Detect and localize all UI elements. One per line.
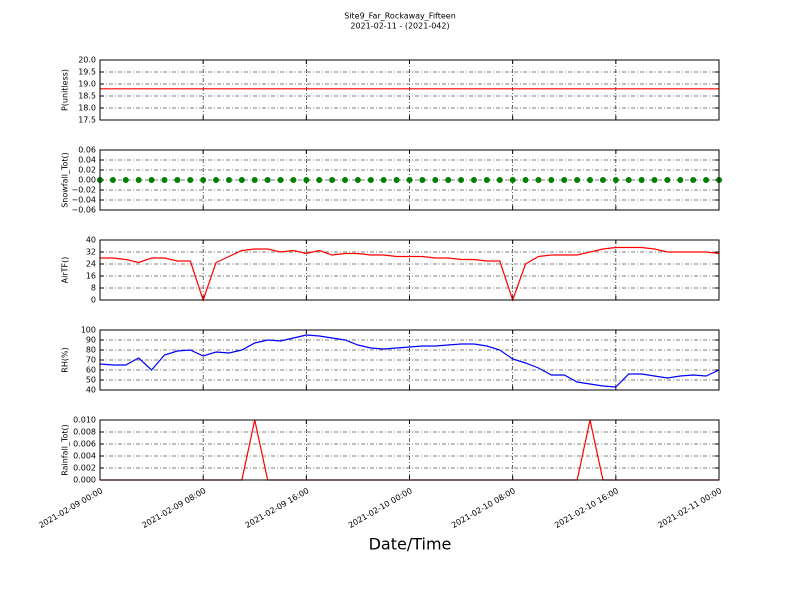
data-point — [509, 177, 516, 183]
y-tick-label: 100 — [81, 326, 96, 335]
y-tick-label: 19.5 — [78, 68, 96, 77]
y-tick-label: −0.02 — [71, 186, 96, 195]
y-tick-label: 17.5 — [78, 116, 96, 125]
data-point — [677, 177, 684, 183]
x-axis-label: Date/Time — [369, 535, 452, 554]
data-point — [316, 177, 323, 183]
y-tick-label: 24 — [86, 260, 96, 269]
y-tick-label: 16 — [86, 272, 96, 281]
data-point — [277, 177, 284, 183]
y-tick-label: 50 — [86, 376, 96, 385]
data-point — [393, 177, 400, 183]
plot-frame — [99, 419, 720, 481]
data-point — [342, 177, 349, 183]
data-line — [99, 334, 720, 388]
data-point — [432, 177, 439, 183]
data-point — [548, 177, 555, 183]
data-point — [612, 177, 619, 183]
y-tick-label: 0 — [91, 296, 96, 305]
data-point — [122, 177, 129, 183]
data-point — [161, 177, 168, 183]
y-tick-label: 0.02 — [78, 166, 96, 175]
y-tick-label: 60 — [86, 366, 96, 375]
y-tick-label: −0.04 — [71, 196, 96, 205]
data-point — [148, 177, 155, 183]
data-point — [251, 177, 258, 183]
data-point — [625, 177, 632, 183]
data-point — [225, 177, 232, 183]
y-axis-label: RH(%) — [61, 347, 70, 372]
data-point — [367, 177, 374, 183]
y-tick-label: 0.00 — [78, 176, 96, 185]
data-point — [290, 177, 297, 183]
y-tick-label: 8 — [91, 284, 96, 293]
y-tick-label: 80 — [86, 346, 96, 355]
data-point — [587, 177, 594, 183]
data-point — [354, 177, 361, 183]
y-tick-label: 18.5 — [78, 92, 96, 101]
data-point — [651, 177, 658, 183]
chart-subtitle: 2021-02-11 - (2021-042) — [350, 22, 449, 31]
y-tick-label: 18.0 — [78, 104, 96, 113]
y-tick-label: 0.04 — [78, 156, 96, 165]
plot-frame — [99, 59, 720, 121]
data-point — [690, 177, 697, 183]
data-point — [535, 177, 542, 183]
data-point — [303, 177, 310, 183]
y-axis-label: AirTF() — [61, 257, 70, 284]
y-tick-label: 19.0 — [78, 80, 96, 89]
data-point — [419, 177, 426, 183]
data-point — [664, 177, 671, 183]
data-point — [406, 177, 413, 183]
y-tick-label: 0.000 — [73, 476, 96, 485]
data-point — [458, 177, 465, 183]
data-point — [187, 177, 194, 183]
data-point — [174, 177, 181, 183]
data-point — [703, 177, 710, 183]
y-tick-label: 40 — [86, 386, 96, 395]
y-tick-label: 70 — [86, 356, 96, 365]
chart-title: Site9_Far_Rockaway_Fifteen — [344, 12, 456, 21]
y-axis-label: Snowfall_Tot() — [61, 152, 70, 208]
data-point — [445, 177, 452, 183]
data-point — [561, 177, 568, 183]
data-point — [470, 177, 477, 183]
y-tick-label: 40 — [86, 236, 96, 245]
data-point — [109, 177, 116, 183]
data-point — [638, 177, 645, 183]
data-point — [496, 177, 503, 183]
y-tick-label: 0.008 — [73, 428, 96, 437]
data-point — [213, 177, 220, 183]
y-tick-label: 20.0 — [78, 56, 96, 65]
data-point — [264, 177, 271, 183]
y-tick-label: 32 — [86, 248, 96, 257]
data-point — [200, 177, 207, 183]
data-point — [483, 177, 490, 183]
y-tick-label: −0.06 — [71, 206, 96, 215]
data-point — [599, 177, 606, 183]
y-tick-label: 0.006 — [73, 440, 96, 449]
plot-frame — [99, 329, 720, 391]
data-point — [574, 177, 581, 183]
data-point — [522, 177, 529, 183]
y-axis-label: P(unitless) — [61, 69, 70, 111]
y-tick-label: 0.010 — [73, 416, 96, 425]
data-point — [135, 177, 142, 183]
y-tick-label: 0.004 — [73, 452, 96, 461]
data-point — [380, 177, 387, 183]
y-tick-label: 0.06 — [78, 146, 96, 155]
y-tick-label: 0.002 — [73, 464, 96, 473]
data-point — [238, 177, 245, 183]
y-tick-label: 90 — [86, 336, 96, 345]
y-axis-label: Rainfall_Tot() — [61, 424, 70, 476]
plot-frame — [99, 149, 720, 211]
plot-frame — [99, 239, 720, 301]
data-point — [329, 177, 336, 183]
